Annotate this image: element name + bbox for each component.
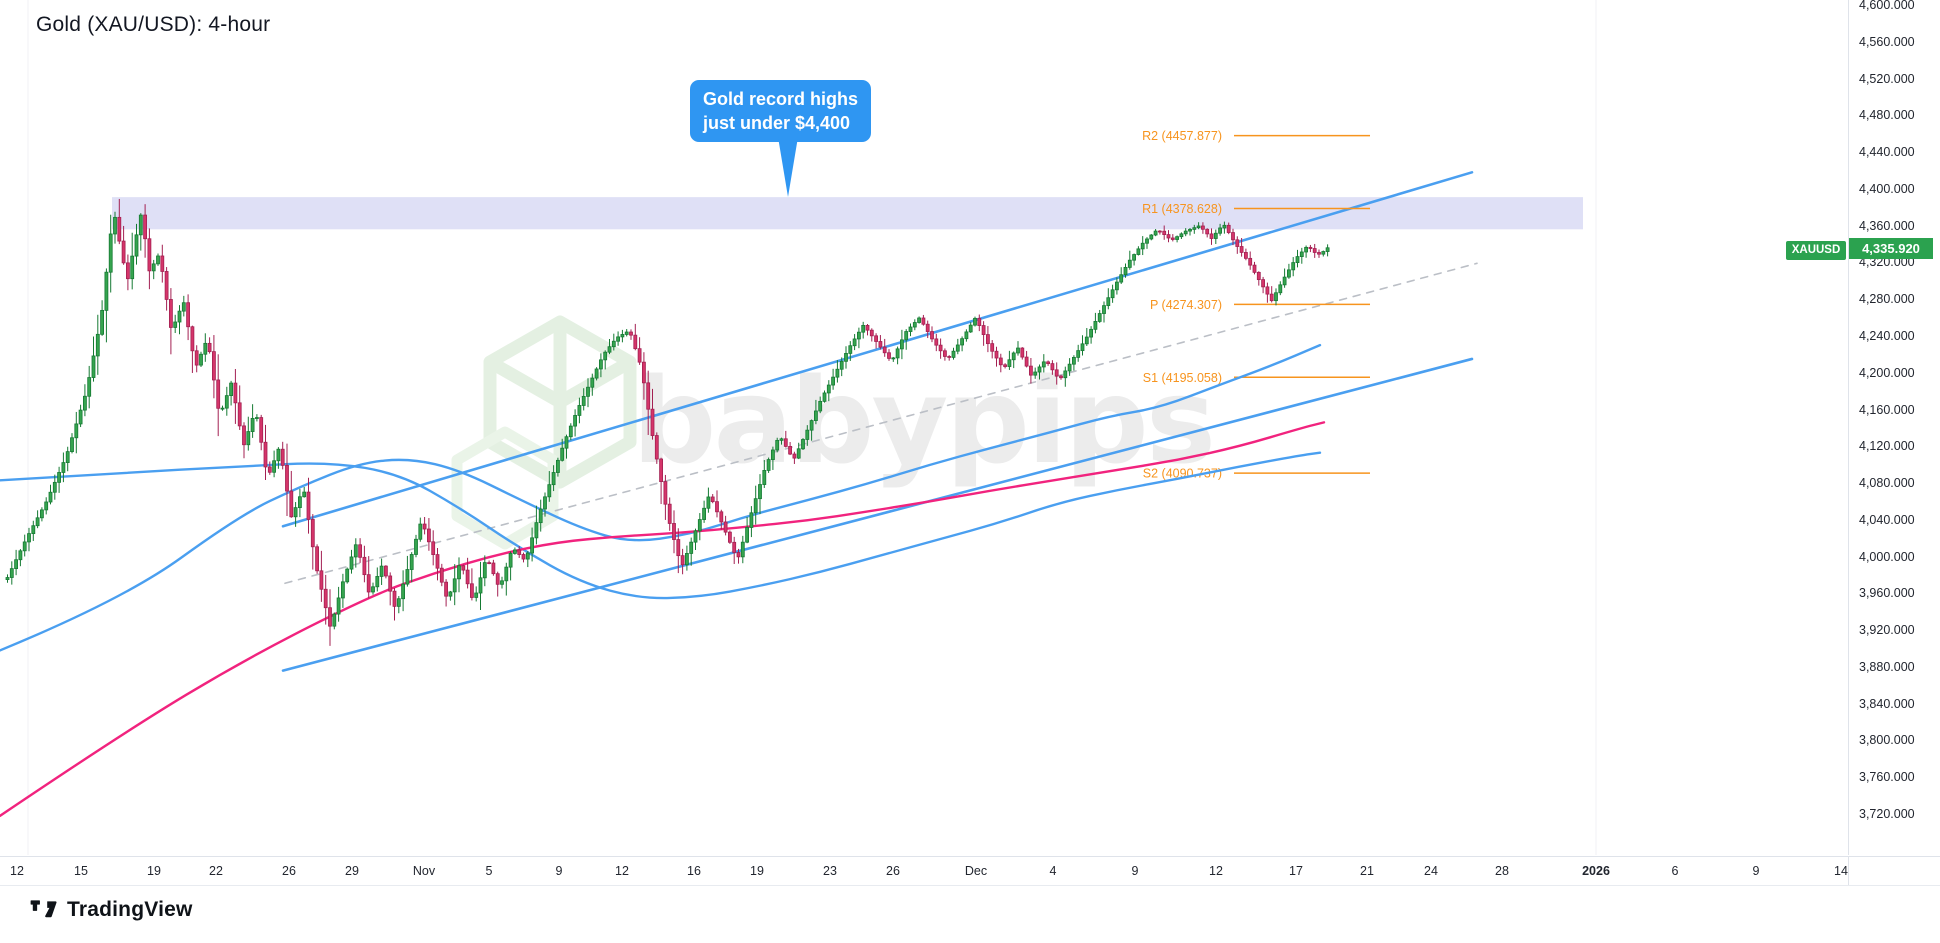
callout-line-1: Gold record highs: [703, 89, 859, 109]
pivot-label-S2: S2 (4090.737): [1143, 467, 1222, 481]
last-price-tag[interactable]: 4,335.920: [1849, 238, 1933, 259]
callout-annotation[interactable]: Gold record highs just under $4,400: [690, 80, 872, 142]
time-axis-label: 22: [209, 864, 223, 878]
time-axis-label: 19: [750, 864, 764, 878]
ma-pink: [0, 421, 1326, 818]
price-axis-label: 3,720.000: [1859, 807, 1915, 821]
time-axis-label: 24: [1424, 864, 1438, 878]
time-axis-label: 28: [1495, 864, 1509, 878]
time-axis-label: 26: [282, 864, 296, 878]
price-axis-label: 4,480.000: [1859, 108, 1915, 123]
price-axis-label: 4,360.000: [1859, 218, 1915, 233]
price-axis-label: 4,440.000: [1859, 145, 1915, 160]
ma-blue-slow: [0, 451, 1322, 600]
symbol-badge[interactable]: XAUUSD: [1786, 241, 1846, 260]
price-axis-label: 4,040.000: [1859, 512, 1915, 527]
price-axis-label: 3,960.000: [1859, 586, 1915, 601]
time-axis-label: 16: [687, 864, 701, 878]
time-axis-label: 23: [823, 864, 837, 878]
price-axis-label: 4,400.000: [1859, 181, 1915, 196]
price-axis-label: 4,600.000: [1859, 0, 1915, 12]
time-axis-label: 9: [555, 864, 563, 878]
brand-name: TradingView: [67, 898, 193, 921]
price-axis[interactable]: 4,600.000 4,560.000 4,520.000 4,480.000 4,44…: [1848, 0, 1940, 855]
time-axis-label: 9: [1131, 864, 1139, 878]
price-axis-label: 4,280.000: [1859, 292, 1915, 307]
time-axis-label: 15: [74, 864, 88, 878]
candlestick-series[interactable]: [5, 198, 1330, 646]
callout-pointer: [778, 137, 798, 197]
time-axis-label: 5: [485, 864, 493, 878]
pivot-label-S1: S1 (4195.058): [1143, 371, 1222, 385]
price-axis-label: 4,120.000: [1859, 439, 1915, 454]
axis-corner-separator: [1848, 857, 1849, 885]
price-axis-label: 4,560.000: [1859, 34, 1915, 49]
time-axis-label: 6: [1671, 864, 1679, 878]
price-axis-label: 4,160.000: [1859, 402, 1915, 417]
time-axis-label: 12: [10, 864, 24, 878]
time-axis-label: 4: [1049, 864, 1057, 878]
time-axis-label: 21: [1360, 864, 1374, 878]
time-axis-label: 29: [345, 864, 359, 878]
pivot-label-P: P (4274.307): [1150, 298, 1222, 312]
time-axis-label: 2026: [1582, 864, 1610, 878]
record-high-zone[interactable]: [112, 197, 1583, 230]
pivot-label-R1: R1 (4378.628): [1142, 202, 1222, 216]
pivot-label-R2: R2 (4457.877): [1142, 129, 1222, 143]
callout-line-2: just under $4,400: [703, 113, 851, 133]
time-axis[interactable]: 12 15 19 22 26 29 Nov 5 9 12 16 19 23 26 Dec 4 9 12 17 21 24…: [0, 856, 1940, 886]
price-axis-label: 3,920.000: [1859, 623, 1915, 638]
time-axis-label: 12: [615, 864, 629, 878]
price-axis-label: 3,800.000: [1859, 733, 1915, 748]
price-axis-label: 4,200.000: [1859, 365, 1915, 380]
price-axis-label: 4,240.000: [1859, 328, 1915, 343]
time-axis-label: 12: [1209, 864, 1223, 878]
tradingview-logo-icon: [30, 900, 57, 918]
time-axis-label: 14: [1834, 864, 1848, 878]
price-axis-label: 4,080.000: [1859, 476, 1915, 491]
tradingview-branding[interactable]: TradingView: [30, 896, 193, 924]
time-axis-label: Dec: [964, 864, 988, 878]
time-axis-label: 26: [886, 864, 900, 878]
price-axis-label: 3,760.000: [1859, 770, 1915, 785]
time-axis-label: 17: [1289, 864, 1303, 878]
price-axis-label: 4,520.000: [1859, 71, 1915, 86]
time-axis-label: 19: [147, 864, 161, 878]
time-axis-label: Nov: [412, 864, 436, 878]
time-axis-label: 9: [1752, 864, 1760, 878]
trend-channel: [281, 171, 1478, 672]
page-title: Gold (XAU/USD): 4-hour: [36, 13, 271, 36]
session-separators: [27, 0, 1597, 855]
price-axis-label: 3,840.000: [1859, 696, 1915, 711]
pivot-levels: R2 (4457.877) R1 (4378.628) P (4274.307) S1…: [1142, 129, 1370, 481]
ma-blue-fast: [0, 343, 1322, 652]
price-axis-label: 4,000.000: [1859, 549, 1915, 564]
price-axis-label: 3,880.000: [1859, 659, 1915, 674]
